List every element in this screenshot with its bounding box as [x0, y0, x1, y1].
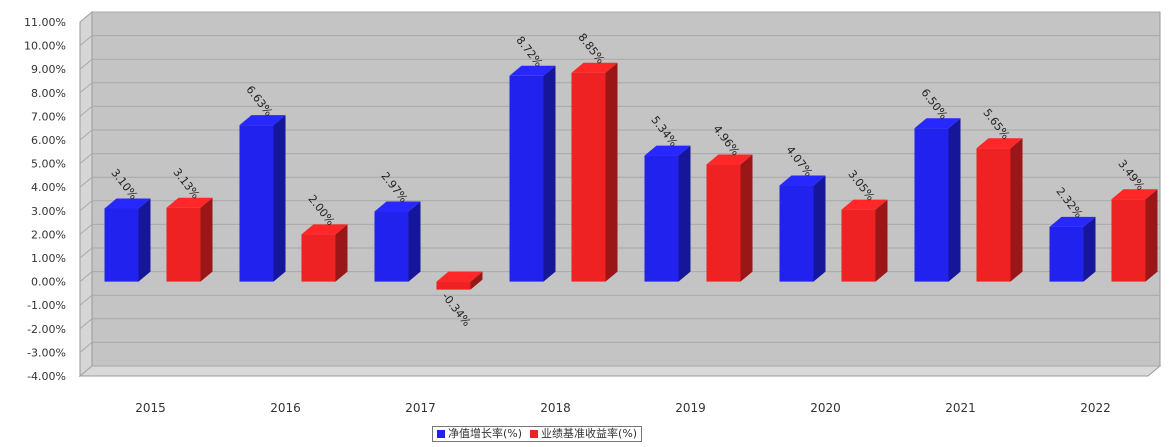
bar-top-benchmark [571, 62, 618, 73]
bar-nav-growth [374, 211, 409, 282]
bar-top-benchmark [301, 224, 348, 235]
bar-nav-growth [104, 208, 139, 282]
bar-top-nav-growth [779, 175, 826, 186]
y-tick-label: 2.00% [31, 228, 66, 241]
x-tick-label: 2021 [945, 401, 976, 415]
bar-nav-growth [509, 75, 544, 282]
bar-side-nav-growth [813, 175, 826, 282]
bar-top-benchmark [706, 154, 753, 165]
bar-top-benchmark [1111, 189, 1158, 200]
bar-side-benchmark [200, 197, 213, 282]
bar-nav-growth [779, 185, 814, 282]
legend-swatch-nav-growth [437, 430, 445, 438]
legend-swatch-benchmark [530, 430, 539, 438]
bar-benchmark [976, 148, 1011, 282]
y-tick-label: 7.00% [31, 110, 66, 123]
bar-benchmark [301, 234, 336, 282]
plot-side-wall [79, 10, 93, 378]
y-tick-label: 6.00% [31, 134, 66, 147]
bar-side-benchmark [335, 224, 348, 282]
bar-benchmark [571, 72, 606, 282]
bar-top-nav-growth [509, 65, 556, 76]
gridline-side [79, 271, 93, 282]
y-tick-label: 3.00% [31, 205, 66, 218]
y-tick-label: -4.00% [27, 370, 66, 383]
gridline-side [79, 318, 93, 330]
y-tick-label: 11.00% [24, 16, 66, 29]
bar-nav-growth [1049, 226, 1084, 282]
gridline-side [79, 58, 93, 70]
gridline-side [79, 200, 93, 212]
bar-side-benchmark [740, 154, 753, 282]
bar-side-nav-growth [1083, 216, 1096, 282]
bar-top-nav-growth [239, 115, 286, 126]
y-tick-label: 5.00% [31, 158, 66, 171]
y-tick-label: -2.00% [27, 323, 66, 336]
x-tick-label: 2017 [405, 401, 436, 415]
gridline-side [79, 247, 93, 259]
bar-benchmark [706, 164, 741, 282]
x-tick-label: 2019 [675, 401, 706, 415]
gridline-side [79, 153, 93, 164]
legend-label-benchmark: 业绩基准收益率(%) [541, 427, 638, 440]
gridline-side [79, 106, 93, 117]
bar-top-nav-growth [1049, 216, 1096, 227]
bar-side-nav-growth [543, 65, 556, 282]
bar-top-benchmark [166, 197, 213, 208]
x-tick-label: 2022 [1080, 401, 1111, 415]
bar-side-nav-growth [678, 145, 691, 282]
bar-nav-growth [914, 128, 949, 282]
y-tick-label: 1.00% [31, 252, 66, 265]
x-tick-label: 2020 [810, 401, 841, 415]
gridline-side [79, 82, 93, 94]
x-tick-label: 2018 [540, 401, 571, 415]
legend-item-benchmark: 业绩基准收益率(%) [530, 427, 637, 441]
gridline-side [79, 294, 93, 306]
y-tick-label: 4.00% [31, 181, 66, 194]
bar-benchmark [436, 281, 471, 290]
bar-side-nav-growth [138, 198, 151, 282]
legend-item-nav-growth: 净值增长率(%) [437, 427, 522, 441]
bar-top-benchmark [436, 271, 483, 282]
bar-side-nav-growth [273, 115, 286, 282]
bar-top-nav-growth [374, 201, 421, 212]
bar-nav-growth [644, 155, 679, 282]
gridline-side [79, 35, 93, 46]
bar-nav-growth [239, 125, 274, 282]
chart-legend: 净值增长率(%) 业绩基准收益率(%) [432, 426, 643, 442]
bar-side-benchmark [605, 62, 618, 282]
bar-side-benchmark [1145, 189, 1158, 282]
bar-benchmark [1111, 199, 1146, 282]
y-tick-label: 10.00% [24, 40, 66, 53]
legend-label-nav-growth: 净值增长率(%) [448, 427, 523, 440]
bar-benchmark [841, 209, 876, 282]
gridline-side [79, 129, 93, 141]
bar-top-nav-growth [914, 118, 961, 129]
y-tick-label: -3.00% [27, 346, 66, 359]
bar-top-nav-growth [104, 198, 151, 209]
gridline-side [79, 224, 93, 235]
y-tick-label: 0.00% [31, 276, 66, 289]
bar-side-benchmark [470, 271, 483, 290]
plot-floor [78, 365, 1162, 377]
bar-top-benchmark [976, 138, 1023, 149]
y-tick-label: -1.00% [27, 299, 66, 312]
bar-side-nav-growth [948, 118, 961, 282]
y-tick-label: 8.00% [31, 87, 66, 100]
bar-benchmark [166, 207, 201, 282]
gridline-side [79, 342, 93, 353]
bar-side-benchmark [1010, 138, 1023, 282]
gridline-side [79, 365, 93, 377]
y-tick-label: 9.00% [31, 63, 66, 76]
bar-top-nav-growth [644, 145, 691, 156]
x-tick-label: 2016 [270, 401, 301, 415]
bar-side-benchmark [875, 199, 888, 282]
bar-side-nav-growth [408, 201, 421, 282]
gridline-side [79, 176, 93, 188]
gridline-side [79, 11, 93, 23]
bar-top-benchmark [841, 199, 888, 210]
x-tick-label: 2015 [135, 401, 166, 415]
